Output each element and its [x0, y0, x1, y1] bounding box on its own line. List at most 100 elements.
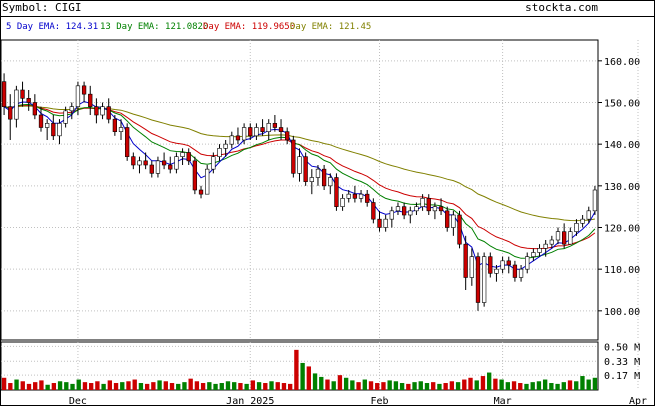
- volume-plot-frame: [0, 341, 599, 391]
- candle: [525, 252, 530, 274]
- volume-bar: [418, 381, 423, 390]
- candle: [211, 152, 216, 174]
- candle-body: [8, 106, 13, 120]
- volume-bar: [455, 382, 461, 390]
- candle-body: [266, 123, 271, 132]
- candle: [303, 152, 308, 186]
- volume-bar: [449, 381, 455, 390]
- candle-body: [500, 260, 505, 270]
- candle: [106, 98, 111, 124]
- candle: [500, 256, 505, 274]
- candle-body: [51, 123, 56, 137]
- candle: [562, 223, 567, 249]
- candle: [8, 94, 13, 140]
- volume-bar: [294, 349, 299, 390]
- candle-body: [537, 248, 542, 253]
- price-tick-label: 160.00: [604, 57, 640, 68]
- candle: [192, 156, 198, 195]
- candle-body: [100, 106, 105, 116]
- candle: [395, 202, 401, 215]
- candle-body: [118, 127, 124, 132]
- ema5-line: [3, 100, 596, 270]
- candle: [321, 165, 327, 190]
- candle: [445, 206, 450, 232]
- volume-bar: [126, 381, 131, 390]
- volume-bar: [182, 382, 187, 390]
- date-tick-label: Mar: [494, 396, 512, 406]
- candle-body: [149, 164, 154, 174]
- candle: [334, 173, 339, 211]
- volume-bar: [337, 375, 343, 390]
- legend-ema5: 5 Day EMA: 124.31: [6, 22, 98, 32]
- candle: [51, 115, 56, 140]
- candle: [518, 265, 524, 282]
- volume-bar: [194, 381, 200, 390]
- volume-bar: [381, 382, 386, 390]
- candle: [438, 198, 444, 215]
- candle-body: [248, 127, 253, 137]
- candle: [180, 148, 185, 165]
- candle-body: [75, 85, 81, 107]
- candle-body: [408, 210, 413, 216]
- candle-body: [383, 218, 388, 228]
- date-tick-label: Feb: [370, 396, 388, 406]
- legend-ema50: Day EMA: 121.45: [290, 22, 371, 32]
- volume-bar: [474, 380, 479, 390]
- volume-bar: [39, 380, 44, 390]
- candle: [469, 248, 474, 286]
- candle-body: [586, 210, 591, 220]
- candle: [457, 210, 462, 249]
- candle: [112, 115, 118, 136]
- candle-body: [88, 93, 93, 107]
- date-tick-label: Dec: [69, 396, 87, 406]
- candle-body: [94, 106, 99, 116]
- candle: [506, 256, 511, 274]
- candle: [198, 185, 204, 199]
- candle-body: [272, 123, 278, 128]
- candle: [186, 148, 191, 165]
- volume-bar: [561, 382, 566, 390]
- candle: [266, 119, 271, 140]
- candle: [81, 81, 87, 103]
- candle: [451, 210, 456, 236]
- volume-bar: [107, 380, 113, 390]
- candle-body: [303, 156, 308, 182]
- volume-bar: [45, 384, 50, 390]
- volume-bar: [511, 381, 517, 390]
- volume-bar: [144, 383, 150, 390]
- candle-body: [395, 206, 401, 212]
- volume-bar: [362, 379, 367, 390]
- candle: [137, 156, 142, 174]
- candle: [574, 219, 579, 236]
- candle: [580, 215, 585, 228]
- volume-bar: [555, 383, 560, 390]
- price-tick-label: 110.00: [604, 265, 640, 276]
- candle: [57, 119, 62, 145]
- volume-bar: [225, 381, 231, 390]
- candle-body: [365, 193, 370, 203]
- volume-bar: [536, 381, 542, 390]
- volume-bar: [1, 377, 7, 390]
- candle-body: [180, 152, 185, 157]
- candle: [88, 85, 93, 115]
- volume-bar: [319, 376, 324, 390]
- volume-bar: [250, 380, 256, 390]
- volume-bar: [399, 383, 405, 390]
- candle-body: [518, 268, 524, 278]
- candle: [543, 240, 548, 257]
- candle-body: [328, 177, 333, 187]
- volume-bar: [263, 383, 268, 390]
- volume-bar: [331, 381, 336, 390]
- candle: [69, 102, 74, 120]
- volume-bar: [567, 380, 573, 390]
- volume-bar: [530, 382, 535, 390]
- candle-body: [137, 160, 142, 166]
- candle-body: [229, 135, 234, 145]
- candle: [414, 202, 419, 215]
- symbol-label: Symbol: CIGI: [2, 1, 81, 14]
- candle: [100, 102, 105, 120]
- candle-body: [57, 123, 62, 137]
- candle: [45, 119, 50, 140]
- candle-body: [63, 110, 68, 124]
